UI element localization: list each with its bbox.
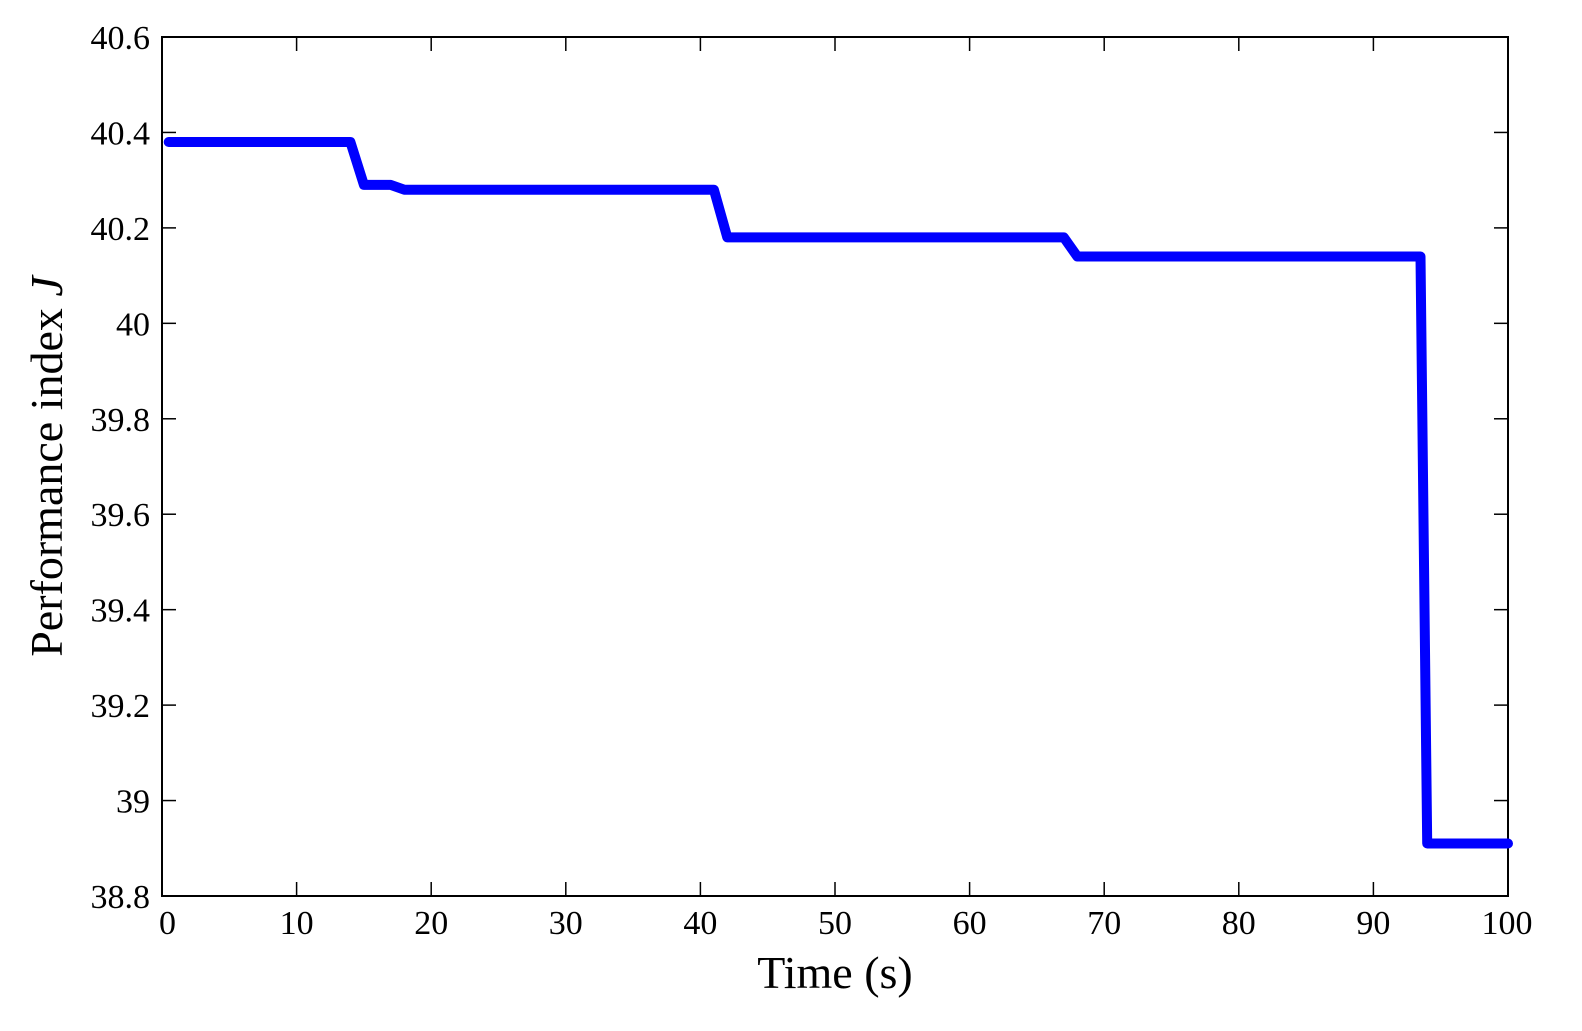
- axis-ticks: [161, 36, 1509, 897]
- y-tick-label: 39.4: [91, 593, 151, 630]
- y-axis-title-text: Performance index: [21, 308, 72, 657]
- x-axis-title: Time (s): [757, 947, 913, 998]
- x-tick-label: 100: [1482, 905, 1533, 942]
- x-tick-label: 70: [1087, 905, 1121, 942]
- y-tick-label: 39.2: [91, 688, 151, 725]
- y-tick-label: 40.4: [91, 115, 151, 152]
- x-tick-label: 10: [280, 905, 314, 942]
- x-tick-label: 20: [414, 905, 448, 942]
- x-tick-label: 0: [159, 905, 176, 942]
- plot-frame: [161, 36, 1509, 897]
- x-tick-label: 50: [818, 905, 852, 942]
- x-tick-label: 40: [683, 905, 717, 942]
- y-axis-title-symbol: J: [21, 274, 72, 297]
- x-tick-label: 30: [549, 905, 583, 942]
- y-tick-label: 38.8: [91, 879, 151, 916]
- y-tick-label: 39.8: [91, 402, 151, 439]
- y-tick-label: 39: [116, 784, 150, 821]
- series-line: [163, 137, 1513, 849]
- y-tick-label: 40.6: [91, 20, 151, 57]
- x-tick-label: 90: [1356, 905, 1390, 942]
- y-axis-title: Performance index J: [21, 274, 72, 657]
- y-tick-label: 39.6: [91, 497, 151, 534]
- x-axis-tick-labels: 0 10 20 30 40 50 60 70 80 90 100: [159, 905, 1533, 942]
- y-tick-label: 40: [116, 306, 150, 343]
- y-axis-tick-labels: 38.8 39 39.2 39.4 39.6 39.8 40 40.2 40.4 40.6: [91, 20, 151, 916]
- y-tick-label: 40.2: [91, 211, 151, 248]
- x-tick-label: 60: [953, 905, 987, 942]
- y-axis-title-space: [21, 297, 72, 309]
- x-tick-label: 80: [1222, 905, 1256, 942]
- plot-area: [161, 36, 1513, 897]
- series-layer: [163, 137, 1513, 849]
